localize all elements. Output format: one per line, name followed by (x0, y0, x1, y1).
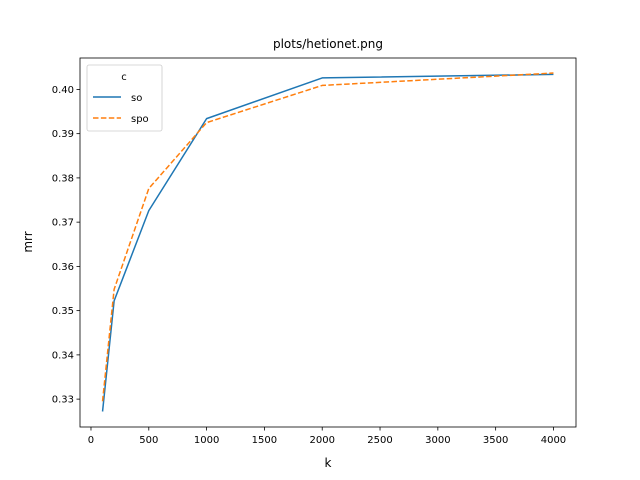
y-axis-label: mrr (21, 231, 35, 252)
y-tick-label: 0.35 (52, 306, 74, 317)
x-tick-label: 0 (88, 435, 94, 446)
series-line-so (101, 73, 554, 412)
x-axis-label: k (325, 456, 332, 470)
legend-title: c (121, 72, 127, 83)
x-tick-label: 4000 (541, 435, 566, 446)
y-tick-label: 0.37 (52, 218, 74, 229)
x-tick-label: 3000 (425, 435, 450, 446)
x-tick-label: 2000 (309, 435, 334, 446)
chart-title: plots/hetionet.png (273, 37, 383, 51)
y-tick-label: 0.38 (52, 173, 74, 184)
x-tick-label: 2500 (367, 435, 392, 446)
x-tick-label: 1500 (252, 435, 277, 446)
y-tick-label: 0.33 (52, 395, 74, 406)
legend-box (86, 64, 163, 132)
y-axis: 0.33 0.34 0.35 0.36 0.37 0.38 0.39 0.40 (52, 85, 80, 406)
plot-frame (79, 57, 577, 428)
y-tick-label: 0.40 (52, 85, 74, 96)
x-tick-label: 1000 (194, 435, 219, 446)
legend-label-so: so (131, 93, 142, 104)
plot-lines (101, 72, 554, 412)
y-tick-label: 0.36 (52, 262, 74, 273)
y-tick-label: 0.34 (52, 350, 74, 361)
y-tick-label: 0.39 (52, 129, 74, 140)
x-tick-label: 3500 (483, 435, 508, 446)
legend: c so spo (86, 64, 163, 132)
x-tick-label: 500 (139, 435, 158, 446)
legend-label-spo: spo (131, 114, 149, 125)
series-line-spo (101, 72, 554, 402)
x-axis: 0 500 1000 1500 2000 2500 3000 3500 4000 (88, 427, 566, 446)
